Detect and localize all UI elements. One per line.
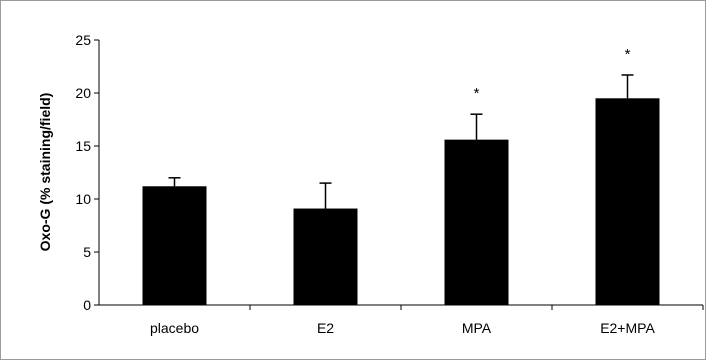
x-category-label: MPA xyxy=(462,320,492,336)
bar xyxy=(142,186,207,305)
y-tick-label: 0 xyxy=(83,297,91,313)
significance-marker: * xyxy=(625,46,631,63)
x-category-label: E2 xyxy=(317,320,334,336)
y-tick-label: 20 xyxy=(75,85,91,101)
y-axis-title: Oxo-G (% staining/field) xyxy=(37,93,53,252)
plot-area: 0 5 10 15 20 25 placebo E2 MPA * E2+MPA * xyxy=(75,32,704,336)
y-tick-label: 10 xyxy=(75,191,91,207)
x-category-label: E2+MPA xyxy=(600,320,655,336)
bar xyxy=(595,98,660,305)
x-category-label: placebo xyxy=(150,320,199,336)
bar xyxy=(444,139,509,305)
y-tick-label: 15 xyxy=(75,138,91,154)
y-tick-label: 5 xyxy=(83,244,91,260)
y-tick-label: 25 xyxy=(75,32,91,48)
significance-marker: * xyxy=(474,85,480,102)
bar xyxy=(293,208,358,305)
